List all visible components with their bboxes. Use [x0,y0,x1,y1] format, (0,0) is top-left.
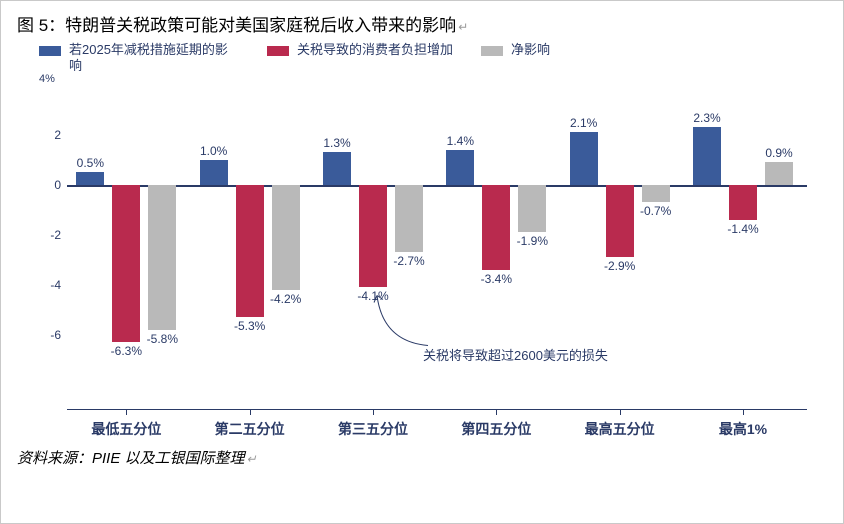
figure-title-text: 图 5：特朗普关税政策可能对美国家庭税后收入带来的影响 [17,16,456,35]
bar-value-label: -3.4% [481,272,512,286]
bar-value-label: -1.9% [517,234,548,248]
plot-area: 20-2-4-60.5%-6.3%-5.8%最低五分位1.0%-5.3%-4.2… [67,85,807,385]
bar-value-label: -2.9% [604,259,635,273]
bar-value-label: 2.3% [693,111,720,125]
bar-tariff [606,185,634,258]
bar-value-label: 2.1% [570,116,597,130]
legend-label: 关税导致的消费者负担增加 [297,42,453,58]
legend-swatch-icon [481,46,503,56]
legend-label: 净影响 [511,42,550,58]
figure-title: 图 5：特朗普关税政策可能对美国家庭税后收入带来的影响↵ [17,11,829,36]
bar-tax_cut [570,132,598,185]
category-label: 最高五分位 [585,419,655,439]
y-tick-label: 0 [54,178,61,192]
legend-label: 若2025年减税措施延期的影响 [69,42,239,75]
bar-value-label: -0.7% [640,204,671,218]
bar-value-label: 0.9% [765,146,792,160]
figure-container: 图 5：特朗普关税政策可能对美国家庭税后收入带来的影响↵ 若2025年减税措施延… [0,0,844,524]
category-label: 第四五分位 [461,419,531,439]
y-tick-label: -4 [50,278,61,292]
bar-net [518,185,546,233]
bar-value-label: 1.4% [447,134,474,148]
bar-tariff [729,185,757,220]
bar-group: 2.1%-2.9%-0.7%最高五分位 [570,85,670,385]
legend-item: 关税导致的消费者负担增加 [267,42,453,75]
return-mark-icon: ↵ [458,20,468,34]
legend-item: 若2025年减税措施延期的影响 [39,42,239,75]
bar-net [765,162,793,185]
category-label: 最高1% [719,419,767,439]
bar-net [642,185,670,203]
legend: 若2025年减税措施延期的影响 关税导致的消费者负担增加 净影响 [39,42,829,75]
legend-item: 净影响 [481,42,550,75]
bar-tariff [482,185,510,270]
y-tick-label: -6 [50,328,61,342]
bar-value-label: -1.4% [727,222,758,236]
y-tick-label: 2 [54,128,61,142]
bar-tax_cut [693,127,721,185]
bar-group: 2.3%-1.4%0.9%最高1% [693,85,793,385]
y-axis-max-label: 4% [39,73,55,85]
y-tick-label: -2 [50,228,61,242]
category-baseline [67,409,807,410]
bar-group: 1.4%-3.4%-1.9%第四五分位 [446,85,546,385]
bar-tax_cut [446,150,474,185]
legend-swatch-icon [39,46,61,56]
legend-swatch-icon [267,46,289,56]
chart: 4% 20-2-4-60.5%-6.3%-5.8%最低五分位1.0%-5.3%-… [45,75,825,435]
